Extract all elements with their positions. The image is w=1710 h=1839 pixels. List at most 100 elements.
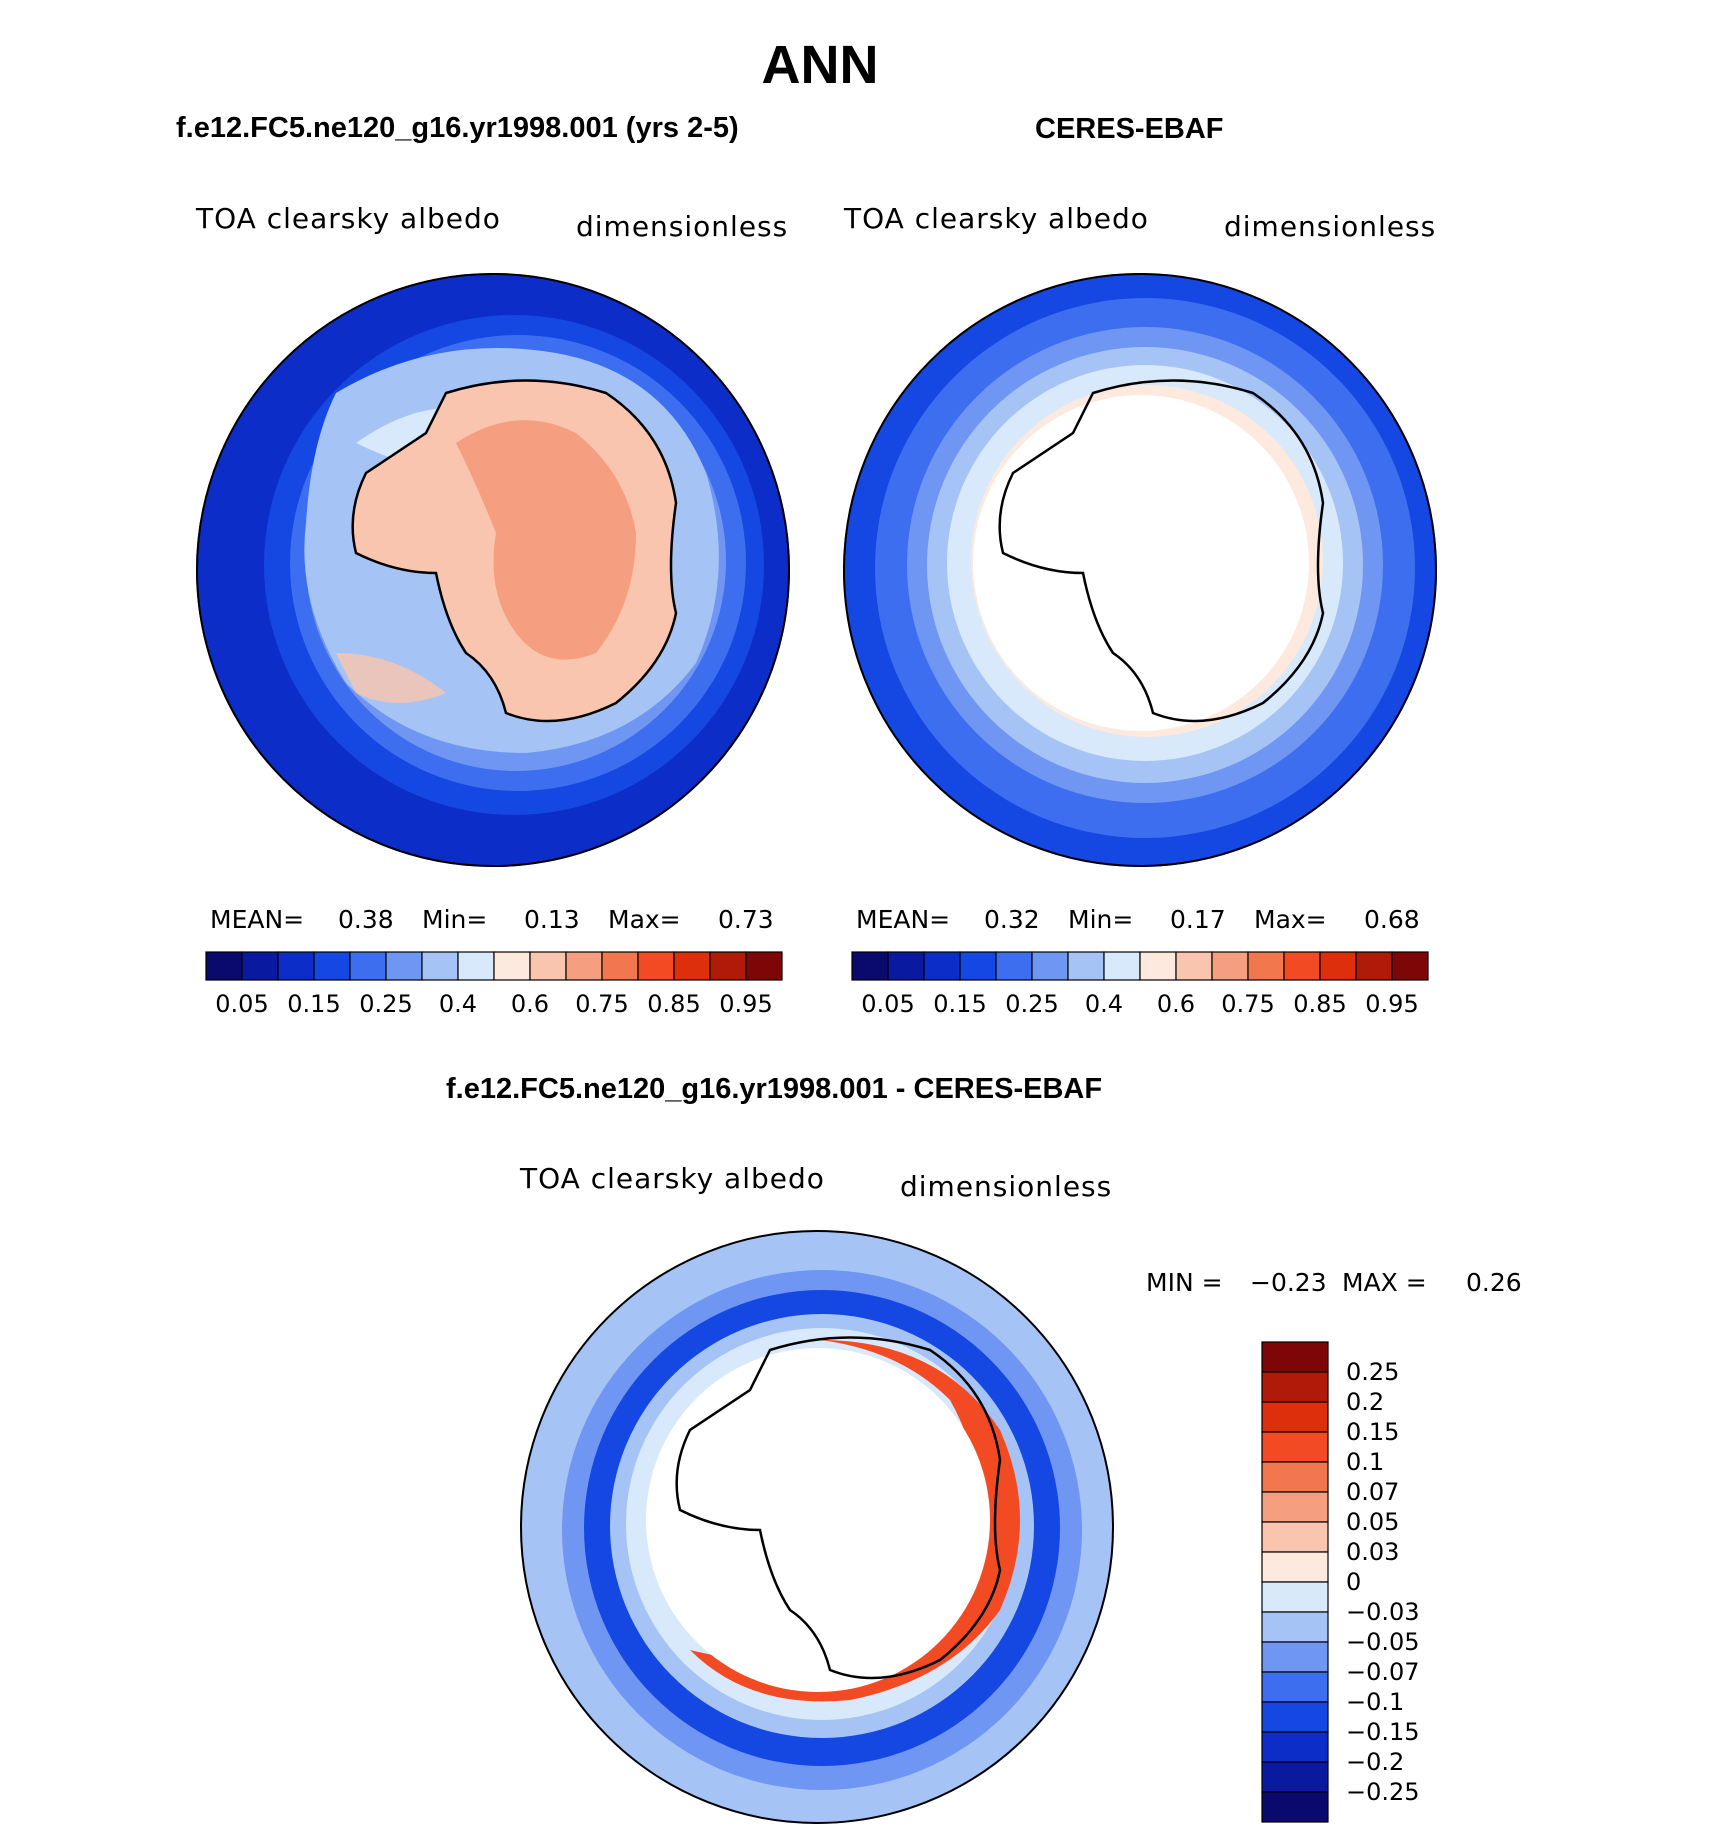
colorbar-cell [529,951,567,981]
colorbar-cell [205,951,243,981]
colorbar-tick-label: 0.25 [1005,990,1058,1018]
colorbar-cell [1261,1431,1329,1463]
colorbar-cell [565,951,603,981]
polar-map-model [196,273,790,867]
colorbar-tick-label: 0.03 [1346,1538,1399,1566]
colorbar-cell [1261,1671,1329,1703]
variable-label-obs: TOA clearsky albedo [844,202,1149,235]
colorbar-cell [1261,1791,1329,1823]
colorbar-cell [1261,1551,1329,1583]
colorbar-cell [493,951,531,981]
polar-map-diff [520,1230,1114,1824]
colorbar-cell [349,951,387,981]
colorbar-cell [887,951,925,981]
colorbar-cell [637,951,675,981]
colorbar-cell [313,951,351,981]
colorbar-cell [1031,951,1069,981]
mean-label-model: MEAN= [210,905,305,934]
max-label-diff: MAX = [1342,1268,1427,1297]
colorbar-cell [1355,951,1393,981]
colorbar-tick-label: 0.6 [1157,990,1195,1018]
colorbar-cell [457,951,495,981]
colorbar-cell [1261,1731,1329,1763]
mean-label-obs: MEAN= [856,905,951,934]
units-label-diff: dimensionless [900,1170,1113,1203]
colorbar-tick-label: 0 [1346,1568,1361,1596]
max-label-model: Max= [608,905,681,934]
colorbar-cell [851,951,889,981]
colorbar-cell [673,951,711,981]
coastline [998,379,1325,723]
colorbar-tick-label: 0.95 [1365,990,1418,1018]
colorbar-cell [601,951,639,981]
colorbar-cell [1261,1371,1329,1403]
colorbar-tick-label: 0.15 [933,990,986,1018]
colorbar-cell [1139,951,1177,981]
colorbar-cell [1283,951,1321,981]
colorbar-tick-label: 0.15 [287,990,340,1018]
colorbar-cell [1261,1401,1329,1433]
colorbar-cell [923,951,961,981]
colorbar-tick-label: 0.4 [439,990,477,1018]
colorbar-cell [1319,951,1357,981]
panel-title-model: f.e12.FC5.ne120_g16.yr1998.001 (yrs 2-5) [176,112,739,144]
colorbar-cell [277,951,315,981]
colorbar-cell [1261,1611,1329,1643]
units-label-model: dimensionless [576,210,789,243]
max-label-obs: Max= [1254,905,1327,934]
min-value-obs: 0.17 [1170,905,1226,934]
min-label-diff: MIN = [1146,1268,1223,1297]
colorbar-cell [1067,951,1105,981]
polar-map-obs [843,273,1437,867]
variable-label-model: TOA clearsky albedo [196,202,501,235]
colorbar-tick-label: −0.15 [1346,1718,1420,1746]
min-label-obs: Min= [1068,905,1134,934]
coastline [675,1336,1002,1680]
colorbar-tick-label: −0.05 [1346,1628,1420,1656]
colorbar-tick-label: 0.75 [1221,990,1274,1018]
colorbar-cell [709,951,747,981]
colorbar-cell [1261,1461,1329,1493]
colorbar-cell [1261,1491,1329,1523]
colorbar-cell [1175,951,1213,981]
mean-value-model: 0.38 [338,905,394,934]
colorbar-tick-label: 0.4 [1085,990,1123,1018]
colorbar-tick-label: 0.6 [511,990,549,1018]
colorbar-cell [1261,1521,1329,1553]
max-value-obs: 0.68 [1364,905,1420,934]
colorbar-cell [1261,1581,1329,1613]
colorbar-tick-label: 0.85 [1293,990,1346,1018]
colorbar-obs: 0.05 0.15 0.25 0.4 0.6 0.75 0.85 0.95 [851,951,1429,1018]
panel-title-obs: CERES-EBAF [1035,113,1224,145]
min-value-diff: −0.23 [1250,1268,1327,1297]
colorbar-cell [421,951,459,981]
colorbar-cell [241,951,279,981]
colorbar-cell [1261,1701,1329,1733]
colorbar-tick-label: −0.1 [1346,1688,1404,1716]
colorbar-cell [1391,951,1429,981]
colorbar-tick-label: 0.05 [861,990,914,1018]
figure-title: ANN [761,35,879,95]
colorbar-cell [1261,1341,1329,1373]
colorbar-cell [959,951,997,981]
max-value-diff: 0.26 [1466,1268,1522,1297]
colorbar-cell [1103,951,1141,981]
missing-data-fill [646,1348,990,1692]
colorbar-tick-label: 0.07 [1346,1478,1399,1506]
colorbar-tick-label: 0.25 [1346,1358,1399,1386]
panel-title-diff: f.e12.FC5.ne120_g16.yr1998.001 - CERES-E… [446,1073,1103,1105]
variable-label-diff: TOA clearsky albedo [520,1162,825,1195]
colorbar-tick-label: 0.05 [1346,1508,1399,1536]
coastline [351,379,678,723]
colorbar-tick-label: 0.25 [359,990,412,1018]
colorbar-diff: 0.250.20.150.10.070.050.030−0.03−0.05−0.… [1261,1341,1420,1823]
colorbar-cell [1261,1761,1329,1793]
min-value-model: 0.13 [524,905,580,934]
colorbar-model: 0.05 0.15 0.25 0.4 0.6 0.75 0.85 0.95 [205,951,783,1018]
max-value-model: 0.73 [718,905,774,934]
colorbar-tick-label: 0.05 [215,990,268,1018]
colorbar-tick-label: 0.95 [719,990,772,1018]
colorbar-cell [1261,1641,1329,1673]
colorbar-tick-label: −0.2 [1346,1748,1404,1776]
colorbar-tick-label: 0.85 [647,990,700,1018]
